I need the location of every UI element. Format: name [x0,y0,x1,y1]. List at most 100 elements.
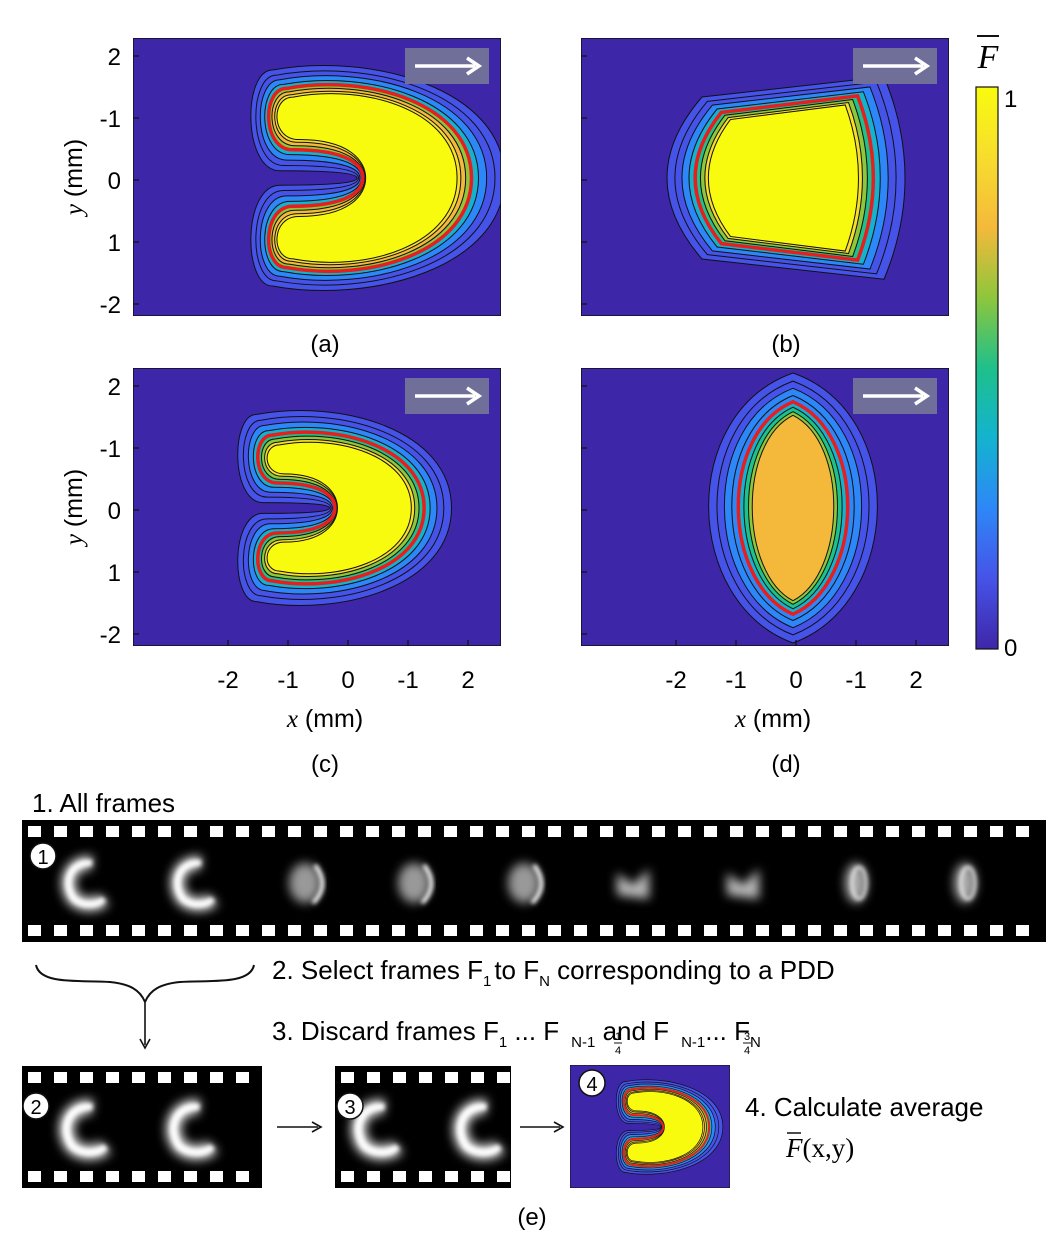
sprocket-hole [106,1072,119,1083]
sprocket-hole [28,1072,41,1083]
caption-e: (e) [517,1204,546,1231]
frame-image [954,863,977,903]
x-tick-label: -1 [725,667,746,694]
y-tick-label: 1 [108,230,121,257]
panel-c [133,368,501,646]
sprocket-hole [860,826,873,837]
contour-level [266,441,412,575]
sprocket-hole [28,826,41,837]
mini-contour [626,1091,704,1163]
sprocket-hole [626,925,639,936]
frame-image [58,1099,112,1161]
sprocket-hole [808,826,821,837]
axes-group: 2 -1 0 1 -2 2 -1 0 1 -2 -2 -1 0 -1 2 -2 -1 0 -1 2 [100,44,923,694]
x-tick-label: 2 [909,667,922,694]
sprocket-hole [314,826,327,837]
y-axis-label-top: y (mm) [60,139,88,218]
sprocket-hole [938,925,951,936]
sprocket-hole [158,826,171,837]
sprocket-hole [964,925,977,936]
badge-1 [29,842,57,870]
x-tick-label: -2 [217,667,238,694]
x-tick-label: -2 [665,667,686,694]
badge-2-text: 2 [30,1097,41,1119]
step2-mid: to F [494,955,539,985]
sprocket-hole [419,1072,432,1083]
x-tick-label: -1 [277,667,298,694]
sprocket-hole [184,826,197,837]
sprocket-hole [106,826,119,837]
sprocket-hole [886,925,899,936]
badge-1-text: 1 [37,847,48,869]
sprocket-hole [1016,925,1029,936]
panel-d [581,368,949,646]
sprocket-hole [392,925,405,936]
fraction-numerator: 1 [615,1031,621,1043]
step3-n1: N-1 [571,1034,595,1051]
step3-dots1: ... F [507,1016,559,1046]
sprocket-hole [132,1072,145,1083]
sprocket-hole [964,826,977,837]
y-axis-unit: (mm) [60,469,88,534]
frame-image [165,1099,219,1161]
contour-level [276,93,458,263]
sprocket-hole [730,826,743,837]
frame-image [289,863,325,905]
x-tick-label: 2 [461,667,474,694]
sprocket-hole [445,1171,458,1182]
y-tick-label: 0 [108,498,121,525]
arrow-2-to-3-head [311,1121,323,1133]
step3-text: 3. Discard frames F1 ... F N-1 and F N-1..… [272,1016,761,1051]
sprocket-hole [782,925,795,936]
step3-fractions: 1 4 3 4 [614,1031,751,1057]
curly-brace [35,964,255,1005]
sprocket-hole [158,1171,171,1182]
direction-arrow-head [466,386,483,406]
sprocket-hole [54,1171,67,1182]
sprocket-hole [522,925,535,936]
panel-label-d: (d) [771,751,800,778]
sprocket-hole [990,925,1003,936]
direction-arrow-head [914,386,931,406]
sprocket-hole [210,1171,223,1182]
sprocket-hole [782,826,795,837]
svg-text:y (mm): y (mm) [60,139,88,218]
colorbar-max-label: 1 [1004,86,1017,113]
sprocket-hole [158,925,171,936]
sprocket-hole [419,1171,432,1182]
sprocket-hole [288,925,301,936]
step4-args: (x,y) [803,1133,855,1163]
mini-threshold-contour [622,1086,711,1168]
sprocket-hole [340,925,353,936]
direction-arrow-head [914,56,931,76]
x-axis-label-right: x (mm) [734,705,811,733]
sprocket-hole [54,826,67,837]
sprocket-hole [54,1072,67,1083]
sprocket-hole [912,826,925,837]
sprocket-hole [341,1171,354,1182]
sprocket-hole [938,826,951,837]
sprocket-hole [341,1072,354,1083]
x-tick-label: -1 [397,667,418,694]
sprocket-hole [704,925,717,936]
sprocket-hole [445,1072,458,1083]
sprocket-hole [28,1171,41,1182]
colorbar-gradient [975,86,999,650]
sprocket-hole [262,826,275,837]
frame-image [350,1099,404,1161]
sprocket-hole [366,826,379,837]
y-tick-label: -2 [100,292,121,319]
y-tick-label: -1 [100,436,121,463]
y-axis-var: y [61,533,88,548]
svg-text:y (mm): y (mm) [60,469,88,548]
frame-image [617,869,649,899]
sprocket-hole [756,826,769,837]
sprocket-hole [600,925,613,936]
fraction-denominator: 4 [615,1045,621,1057]
colorbar [975,86,999,650]
sprocket-hole [158,1072,171,1083]
sprocket-hole [262,925,275,936]
sprocket-hole [340,826,353,837]
contour-level [751,414,835,602]
